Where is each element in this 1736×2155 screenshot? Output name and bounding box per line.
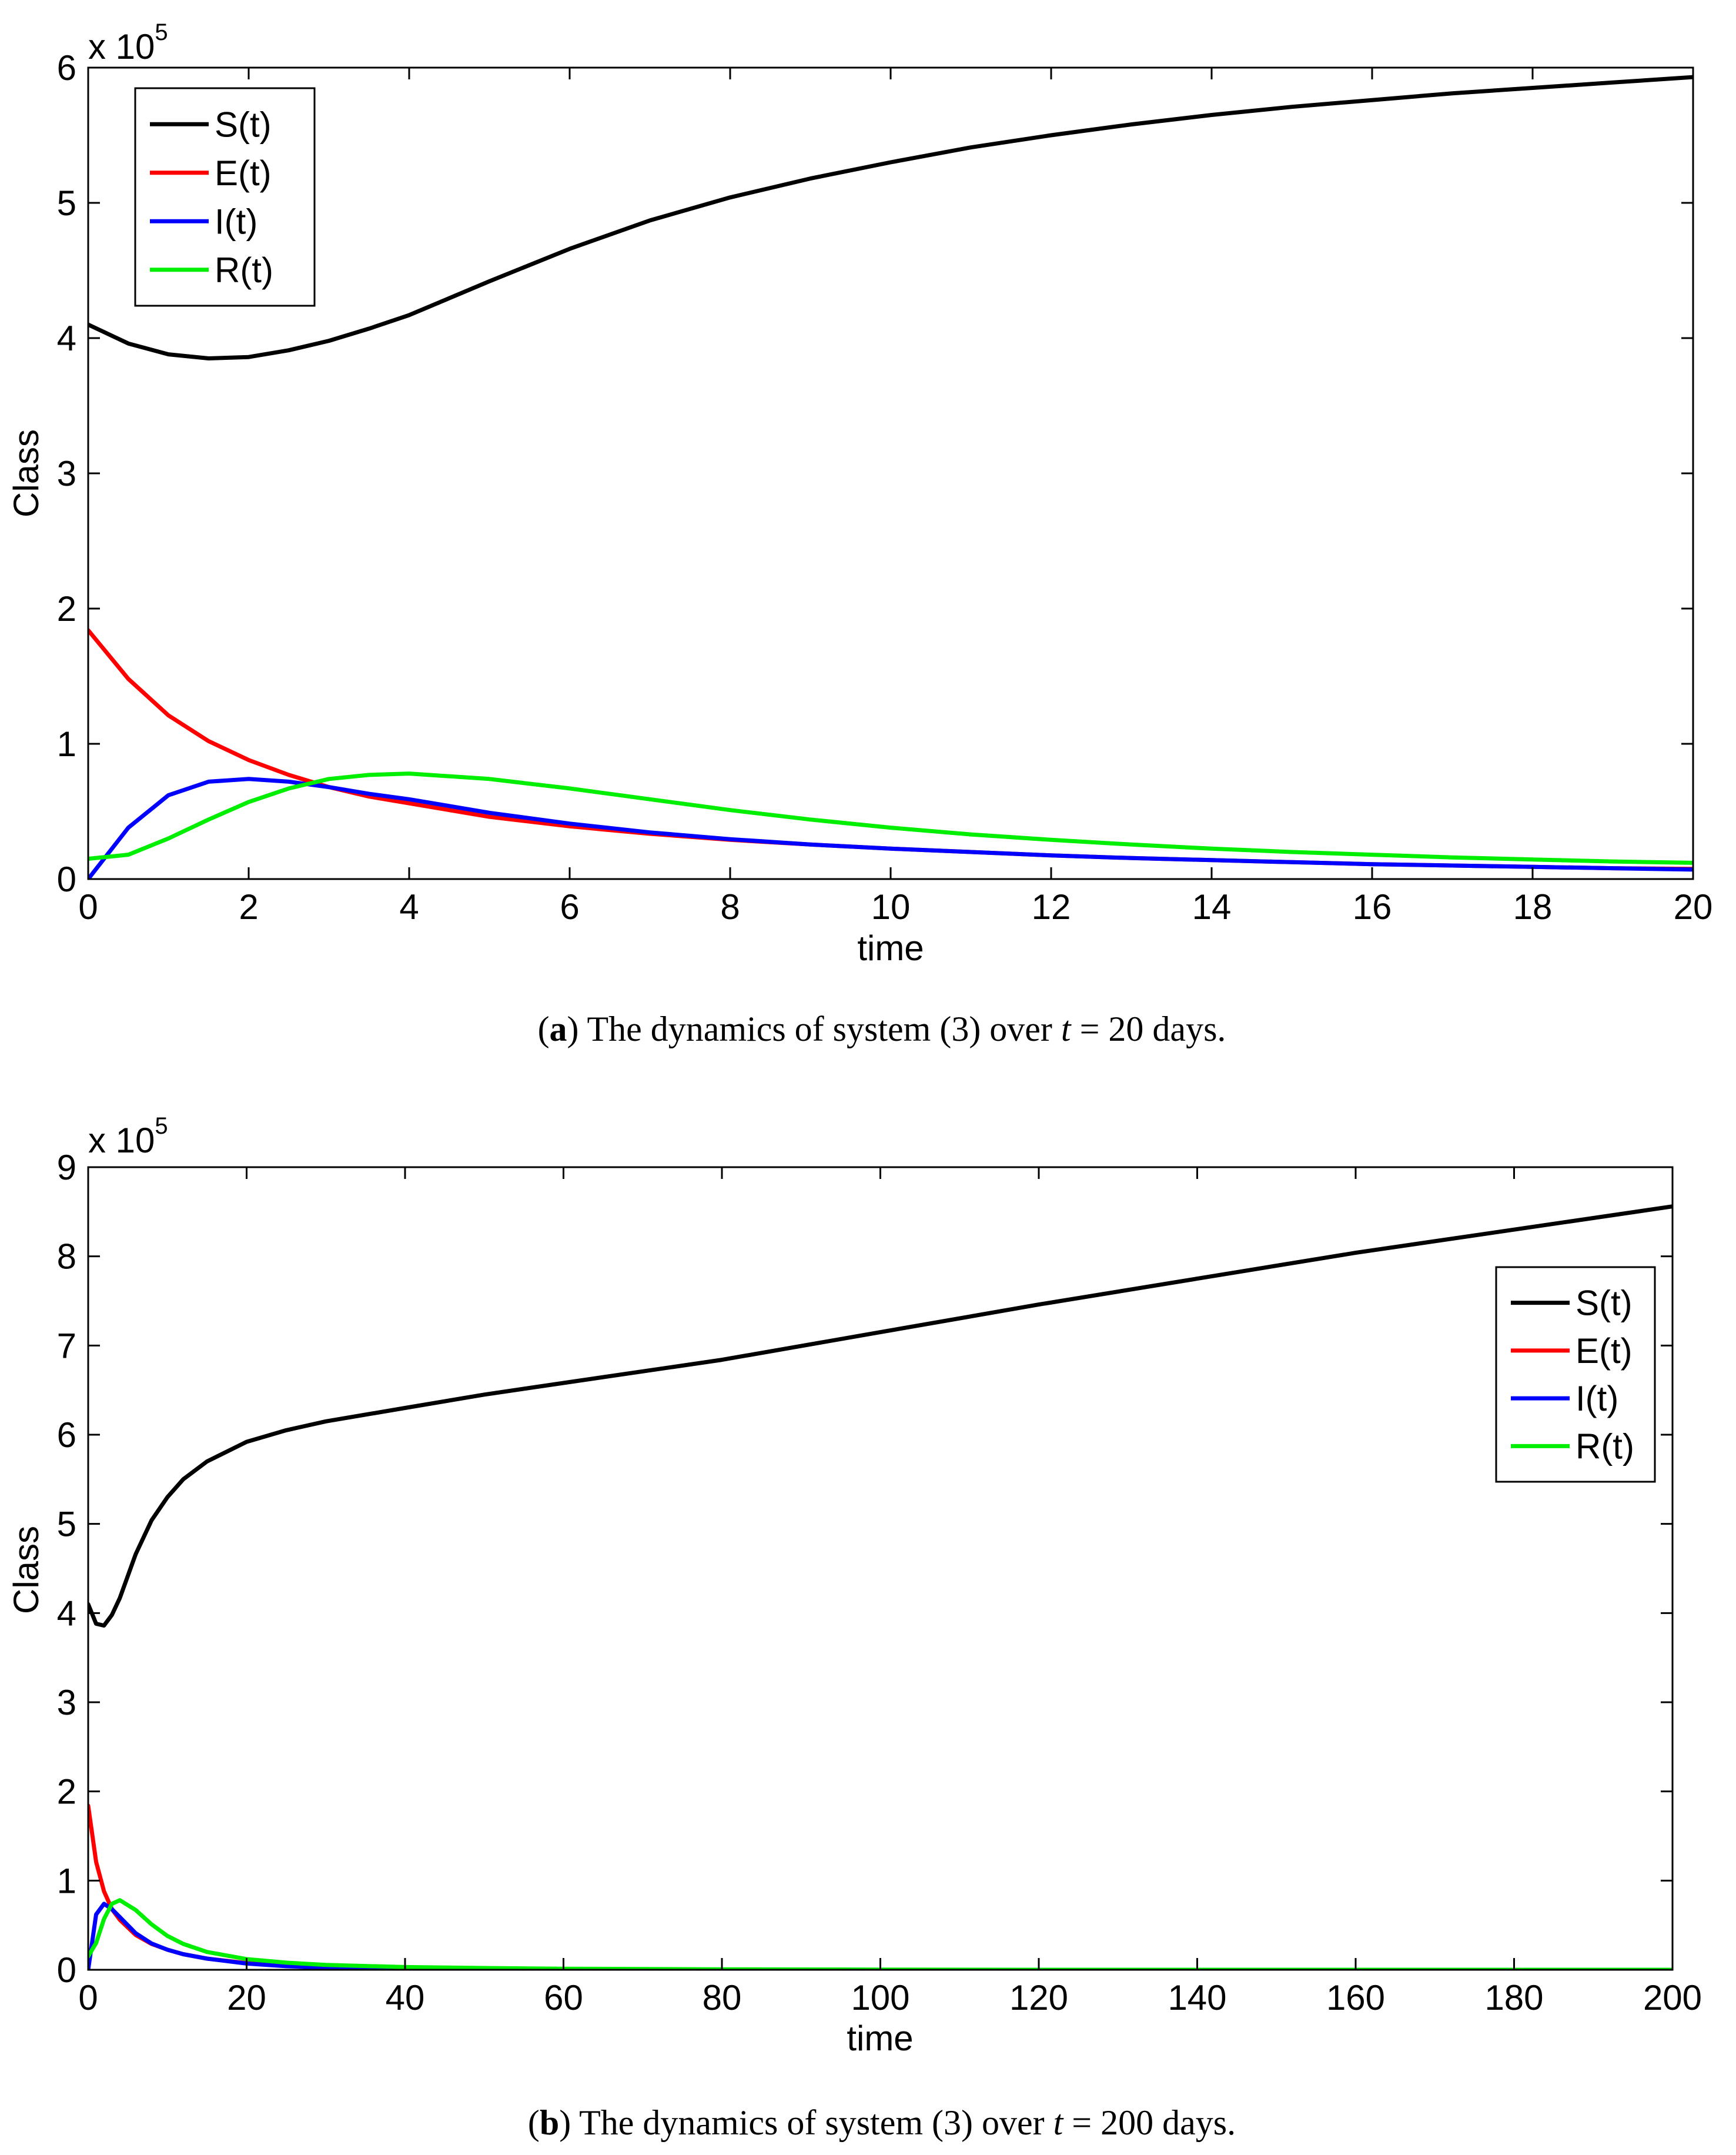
panel-a-y-tick-label: 6 xyxy=(57,48,76,88)
panel-a-series-i xyxy=(88,777,1693,879)
panel-b-legend-label-s: S(t) xyxy=(1576,1284,1633,1323)
panel-b-y-tick-label: 9 xyxy=(57,1148,76,1187)
caption-b-text: The dynamics of system (3) over xyxy=(579,2103,1053,2142)
panel-b-y-tick-label: 0 xyxy=(57,1950,76,1990)
panel-a-x-tick-label: 12 xyxy=(1032,887,1071,927)
y-multiplier-a: x 105 xyxy=(88,19,168,66)
y-axis-label-b: Class xyxy=(6,1526,46,1614)
panel-b-y-tick-label: 7 xyxy=(57,1326,76,1365)
x-axis-label-b: time xyxy=(847,2019,913,2058)
panel-a-x-tick-label: 2 xyxy=(239,887,258,927)
panel-b-y-tick-label: 1 xyxy=(57,1861,76,1900)
panel-a-x-tick-label: 8 xyxy=(720,887,740,927)
panel-a-y-tick-label: 1 xyxy=(57,724,76,764)
y-multiplier-b: x 105 xyxy=(88,1113,168,1160)
panel-b-y-tick-label: 5 xyxy=(57,1505,76,1544)
panel-b-x-tick-label: 180 xyxy=(1484,1978,1543,2017)
panel-b-legend-label-e: E(t) xyxy=(1576,1331,1633,1371)
panel-b-series-i xyxy=(88,1902,1673,1970)
y-axis-label-a: Class xyxy=(6,429,46,517)
panel-b-y-tick-label: 3 xyxy=(57,1683,76,1722)
panel-b-legend: S(t) E(t) I(t) R(t) xyxy=(1495,1266,1656,1483)
panel-b-series-group xyxy=(88,1204,1673,1970)
caption-a-suffix: = 20 days. xyxy=(1071,1010,1226,1048)
panel-b-legend-label-r: R(t) xyxy=(1576,1426,1634,1466)
panel-b-x-tick-label: 200 xyxy=(1643,1978,1702,2017)
caption-b-label: b xyxy=(540,2103,559,2142)
plot-area-b: 0 20 40 60 80 100 120 140 160 180 200 0 1 2 3 4 5 6 7 8 9 S(t… xyxy=(57,1148,1702,2017)
caption-b-var: t xyxy=(1053,2103,1064,2142)
panel-b-series-r xyxy=(88,1898,1673,1970)
panel-b-x-tick-label: 140 xyxy=(1168,1978,1226,2017)
panel-a-x-tick-label: 10 xyxy=(871,887,911,927)
panel-b-y-tick-label: 2 xyxy=(57,1772,76,1812)
panel-b-x-tick-label: 100 xyxy=(851,1978,909,2017)
panel-a: 0 2 4 6 8 10 12 14 16 18 200123456S(t)E(t)I(t)R(t)… xyxy=(6,19,1712,1048)
panel-b: 0 20 40 60 80 100 120 140 160 180 200 0 1 2 3 4 5 6 7 8 9 S(t… xyxy=(6,1113,1702,2142)
panel-a-x-tick-label: 14 xyxy=(1192,887,1232,927)
panel-a-y-tick-label: 0 xyxy=(57,860,76,899)
caption-b: (b) The dynamics of system (3) over t = … xyxy=(528,2103,1236,2142)
caption-a-var: t xyxy=(1061,1010,1072,1048)
caption-a-label: a xyxy=(550,1010,567,1048)
panel-a-legend-label-r: R(t) xyxy=(215,250,273,290)
panel-b-x-tick-label: 120 xyxy=(1009,1978,1068,2017)
panel-a-y-tick-label: 2 xyxy=(57,589,76,629)
panel-a-series-group xyxy=(88,75,1693,879)
caption-b-suffix: = 200 days. xyxy=(1063,2103,1236,2142)
panel-b-x-tick-label: 0 xyxy=(78,1978,98,2017)
caption-a-text: The dynamics of system (3) over xyxy=(587,1010,1061,1048)
panel-b-y-tick-label: 8 xyxy=(57,1237,76,1277)
panel-a-x-tick-label: 16 xyxy=(1353,887,1392,927)
x-axis-label-a: time xyxy=(857,928,924,968)
panel-a-x-tick-label: 20 xyxy=(1674,887,1713,927)
panel-b-series-s xyxy=(88,1204,1673,1628)
panel-a-legend-label-s: S(t) xyxy=(215,105,272,144)
panel-a-x-tick-label: 6 xyxy=(560,887,579,927)
panel-a-x-tick-label: 0 xyxy=(78,887,98,927)
panel-a-series-r xyxy=(88,771,1693,865)
panel-b-x-tick-label: 40 xyxy=(386,1978,425,2017)
panel-a-y-tick-label: 4 xyxy=(57,319,76,358)
panel-b-x-tick-label: 80 xyxy=(703,1978,742,2017)
panel-a-x-tick-label: 18 xyxy=(1513,887,1553,927)
panel-a-y-tick-label: 3 xyxy=(57,454,76,493)
panel-b-legend-label-i: I(t) xyxy=(1576,1379,1618,1418)
panel-a-x-tick-label: 4 xyxy=(399,887,419,927)
caption-a: (a) The dynamics of system (3) over t = … xyxy=(538,1010,1226,1048)
panel-b-x-tick-label: 60 xyxy=(544,1978,583,2017)
panel-a-legend: S(t) E(t) I(t) R(t) xyxy=(134,87,316,307)
panel-b-x-tick-label: 20 xyxy=(227,1978,266,2017)
panel-b-x-tick-label: 160 xyxy=(1326,1978,1385,2017)
panel-a-legend-label-e: E(t) xyxy=(215,153,272,193)
panel-a-y-tick-label: 5 xyxy=(57,183,76,223)
panel-b-y-tick-label: 4 xyxy=(57,1593,76,1633)
panel-a-legend-label-i: I(t) xyxy=(215,202,257,241)
panel-a-series-s xyxy=(88,75,1693,360)
panel-b-y-tick-label: 6 xyxy=(57,1415,76,1455)
